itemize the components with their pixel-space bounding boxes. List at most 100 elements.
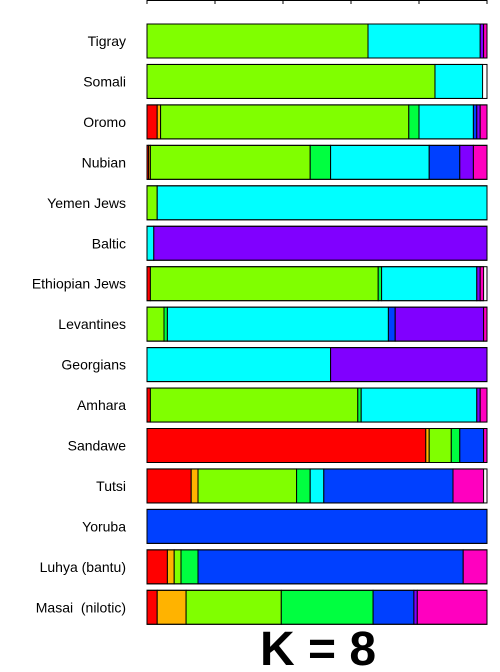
bar-row xyxy=(146,428,488,463)
bar-segment xyxy=(166,306,389,342)
population-label: Sandawe xyxy=(68,438,127,454)
bar-segment xyxy=(459,428,485,463)
bar-row xyxy=(146,225,488,261)
bar-segment xyxy=(146,508,488,544)
bar-segment xyxy=(483,306,488,342)
bar-segment xyxy=(146,225,155,261)
bar-segment xyxy=(153,225,488,261)
bar-segment xyxy=(146,63,436,99)
bar-row xyxy=(146,23,488,59)
bar-segment xyxy=(146,347,332,383)
bar-outline xyxy=(146,225,488,261)
bar-segment xyxy=(197,468,298,504)
bar-segment xyxy=(472,104,478,140)
population-label: Tutsi xyxy=(96,478,126,494)
bar-segment xyxy=(377,266,383,302)
bar-segment xyxy=(418,104,474,140)
population-label: Yoruba xyxy=(82,518,126,534)
bar-segment xyxy=(146,387,151,423)
bar-segment xyxy=(408,104,420,140)
bar-outline xyxy=(146,387,488,423)
bar-segment xyxy=(452,468,485,504)
bar-segment xyxy=(146,589,158,625)
bar-segment xyxy=(425,428,430,463)
bar-row xyxy=(146,185,488,221)
population-label: Masai (nilotic) xyxy=(36,599,126,615)
population-label: Amhara xyxy=(77,397,126,413)
bar-outline xyxy=(146,306,488,342)
bar-segment xyxy=(476,387,481,423)
bar-segment xyxy=(146,428,427,463)
bar-outline xyxy=(146,589,488,625)
bar-segment xyxy=(149,144,311,180)
bar-segment xyxy=(428,428,452,463)
bar-segment xyxy=(163,306,168,342)
bar-segment xyxy=(462,549,488,585)
bar-segment xyxy=(156,104,162,140)
population-label: Tigray xyxy=(88,33,126,49)
bar-segment xyxy=(472,144,488,180)
population-label: Levantines xyxy=(58,316,126,332)
bar-segment xyxy=(309,144,332,180)
bar-row xyxy=(146,63,488,99)
bar-row xyxy=(146,549,488,585)
bar-segment xyxy=(360,387,478,423)
bar-segment xyxy=(173,549,182,585)
bar-segment xyxy=(146,104,158,140)
bar-row xyxy=(146,104,488,140)
bar-segment xyxy=(476,104,481,140)
bar-segment xyxy=(367,23,481,59)
bar-segment xyxy=(146,306,165,342)
bar-segment xyxy=(146,185,158,221)
bar-row xyxy=(146,306,488,342)
bar-segment xyxy=(483,23,488,59)
population-label: Somali xyxy=(83,73,126,89)
bar-outline xyxy=(146,63,488,99)
bar-row xyxy=(146,144,488,180)
bar-row xyxy=(146,589,488,625)
bar-outline xyxy=(146,144,488,180)
bar-segment xyxy=(146,549,168,585)
population-label: Oromo xyxy=(83,114,126,130)
bar-segment xyxy=(149,387,359,423)
bar-segment xyxy=(146,468,192,504)
bar-outline xyxy=(146,347,488,383)
bar-segment xyxy=(180,549,199,585)
bar-segment xyxy=(146,23,369,59)
bar-outline xyxy=(146,23,488,59)
bar-segment xyxy=(197,549,464,585)
population-label: Nubian xyxy=(82,154,126,170)
population-label: Ethiopian Jews xyxy=(32,276,126,292)
bar-segment xyxy=(483,428,488,463)
bar-outline xyxy=(146,508,488,544)
population-label: Yemen Jews xyxy=(47,195,126,211)
bar-row xyxy=(146,468,488,504)
bar-outline xyxy=(146,468,488,504)
bar-segment xyxy=(185,589,282,625)
bar-segment xyxy=(479,387,488,423)
bar-segment xyxy=(459,144,474,180)
bar-segment xyxy=(434,63,484,99)
bar-outline xyxy=(146,428,488,463)
population-label: Baltic xyxy=(92,235,126,251)
bar-segment xyxy=(166,549,175,585)
bar-outline xyxy=(146,185,488,221)
bar-row xyxy=(146,347,488,383)
bar-segment xyxy=(479,266,485,302)
bar-segment xyxy=(387,306,396,342)
bar-segment xyxy=(416,589,488,625)
bar-segment xyxy=(330,144,430,180)
bar-segment xyxy=(394,306,485,342)
bar-row xyxy=(146,508,488,544)
bar-segment xyxy=(479,23,485,59)
bar-segment xyxy=(146,266,151,302)
bar-segment xyxy=(357,387,362,423)
population-labels: Tigray Somali Oromo Nubian Yemen Jews Baltic E… xyxy=(32,33,126,615)
bar-segment xyxy=(309,468,325,504)
bar-segment xyxy=(323,468,454,504)
chart-title: K = 8 xyxy=(260,623,376,672)
stacked-bars xyxy=(146,23,488,625)
bar-segment xyxy=(476,266,481,302)
bar-outline xyxy=(146,104,488,140)
